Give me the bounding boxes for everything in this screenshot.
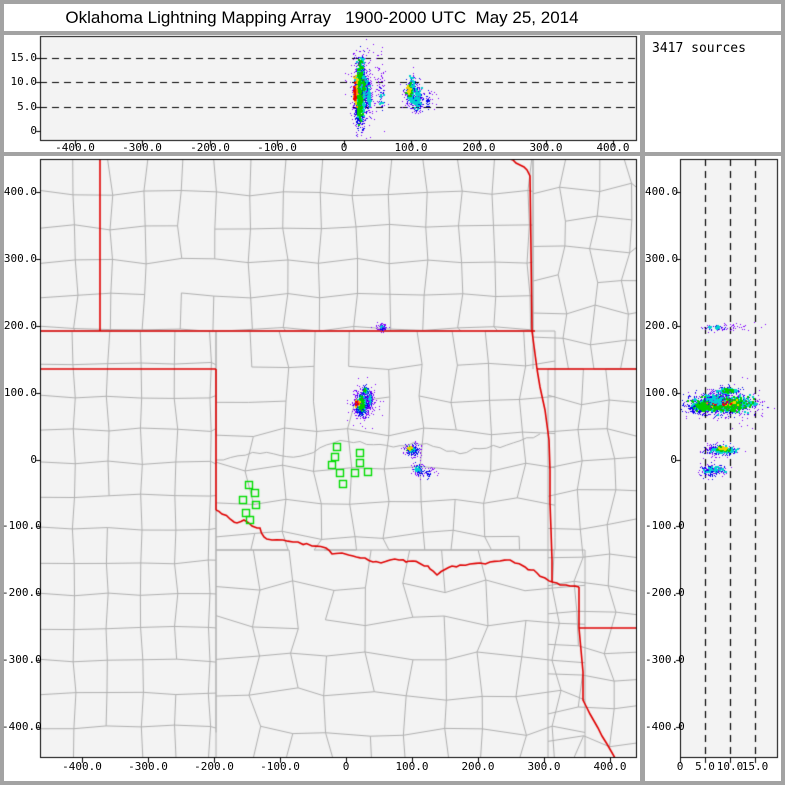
lma-plots-canvas[interactable] [0,0,785,785]
lma-display-window: Oklahoma Lightning Mapping Array 1900-20… [0,0,785,785]
